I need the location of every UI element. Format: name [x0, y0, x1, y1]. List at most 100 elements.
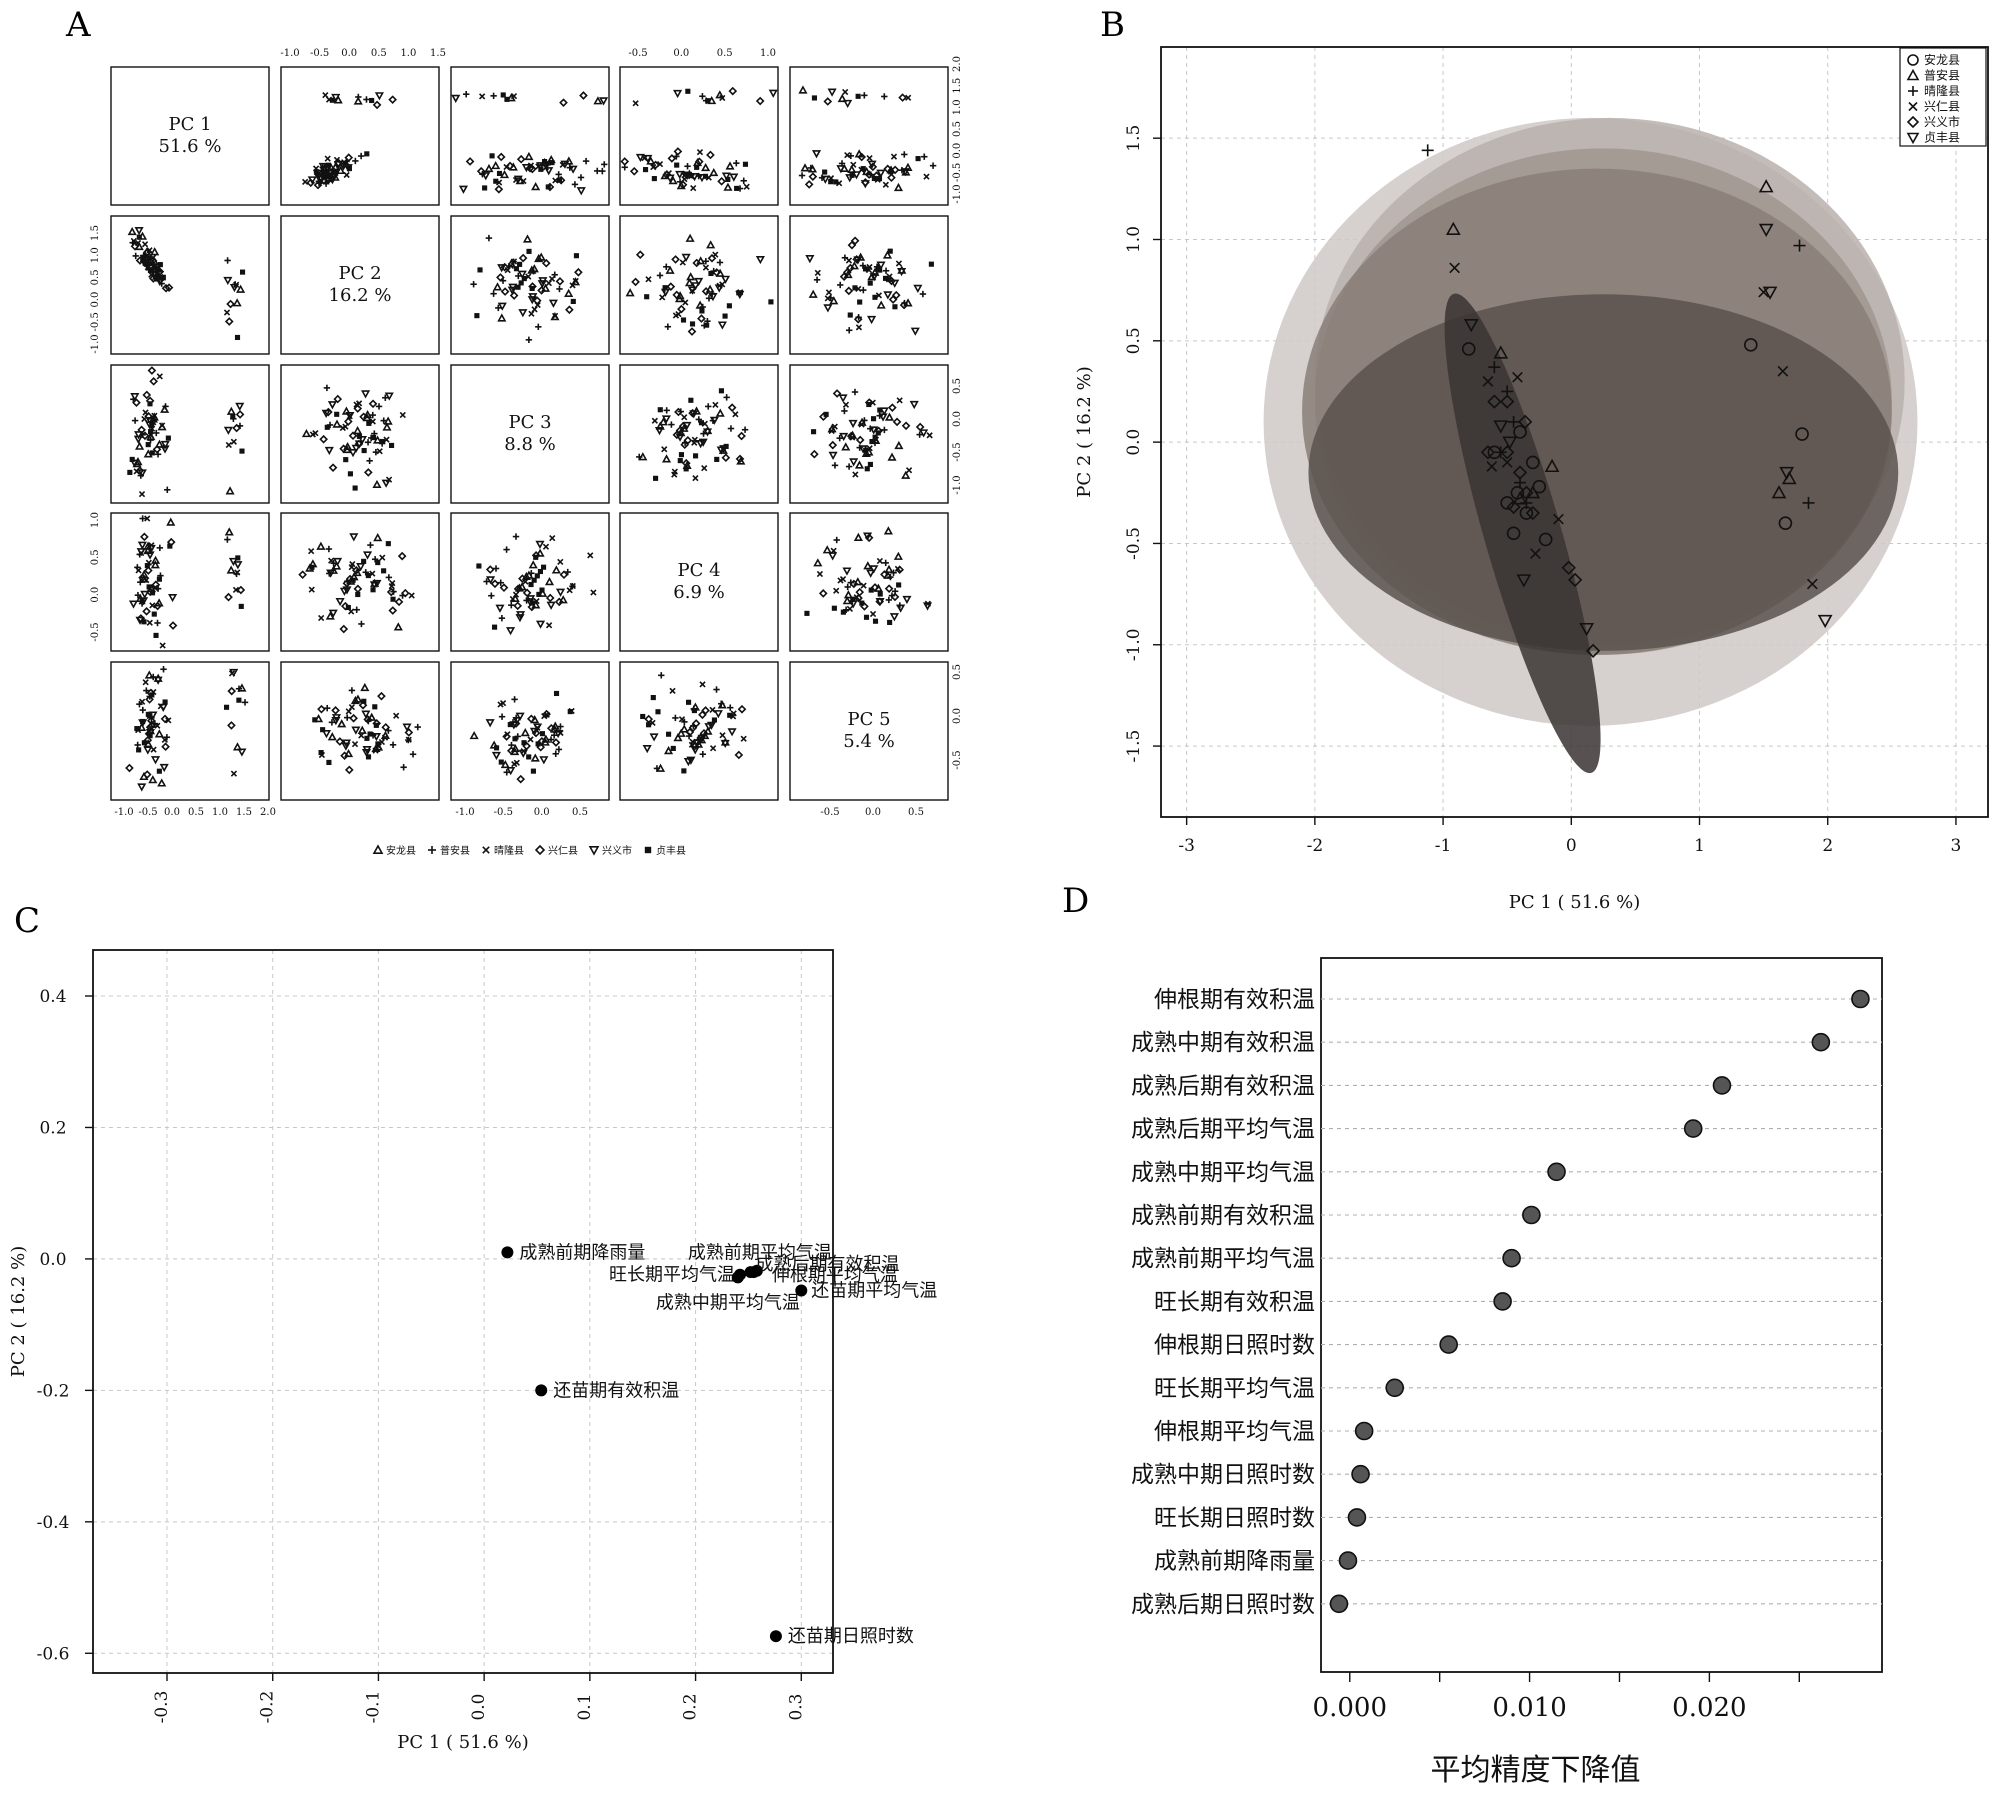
- pairs-point: [883, 526, 893, 535]
- pairs-point: [887, 173, 896, 183]
- tick-label: 0.5: [952, 121, 963, 137]
- pairs-point: [361, 748, 372, 758]
- category-label: 成熟中期日照时数: [1131, 1462, 1315, 1488]
- pairs-point: [702, 173, 709, 179]
- pairs-point: [655, 421, 665, 430]
- pairs-point: [570, 298, 576, 305]
- pairs-point: [513, 584, 523, 594]
- importance-dot: [1385, 1378, 1405, 1398]
- pairs-point: [858, 445, 868, 454]
- pairs-point: [559, 98, 568, 107]
- pairs-point: [888, 169, 894, 175]
- loading-label: 成熟后期有效积温: [756, 1254, 900, 1275]
- pairs-point: [232, 423, 241, 433]
- pairs-points: [636, 388, 749, 482]
- pairs-cell-r2-c5: [789, 215, 949, 355]
- pairs-point: [136, 234, 142, 240]
- legend-label: 兴仁县: [1924, 100, 1960, 114]
- pairs-point: [224, 257, 231, 264]
- pairs-point: [230, 438, 237, 445]
- pairs-point: [884, 584, 894, 593]
- tick-label: 0.0: [90, 587, 101, 603]
- pairs-point: [136, 614, 146, 623]
- pairs-point: [529, 727, 539, 736]
- pairs-point: [673, 147, 683, 156]
- pairs-point: [161, 283, 171, 293]
- pairs-point: [137, 425, 146, 435]
- pairs-points: [625, 233, 774, 336]
- diag-pc-name: PC 4: [677, 560, 720, 581]
- score-point-diamond: [1518, 414, 1533, 429]
- pairs-point: [326, 421, 334, 429]
- pairs-point: [497, 302, 507, 311]
- pairs-point: [530, 768, 536, 774]
- top-ticks-col2: -1.0 -0.5 0.0 0.5 1.0 1.5: [280, 48, 446, 59]
- pairs-point: [674, 162, 680, 168]
- pairs-point: [565, 305, 574, 315]
- pairs-point: [137, 549, 145, 557]
- pairs-point: [732, 411, 739, 418]
- pairs-point: [318, 750, 324, 756]
- pairs-point: [854, 593, 863, 603]
- pairs-point: [515, 272, 522, 280]
- pairs-point: [675, 170, 685, 180]
- category-label: 成熟后期日照时数: [1131, 1592, 1315, 1618]
- score-point-circle: [1538, 532, 1553, 547]
- diag-pc-pct: 6.9 %: [673, 582, 724, 603]
- pairs-point: [867, 171, 875, 178]
- x-tick-label: -1: [1435, 836, 1452, 856]
- score-point-circle: [1526, 455, 1540, 470]
- pairs-point: [543, 711, 550, 718]
- pairs-point: [868, 162, 878, 172]
- pairs-point: [149, 602, 156, 609]
- panel-letter-a: A: [65, 5, 91, 45]
- tick-label: 0.5: [188, 807, 204, 818]
- importance-dot: [1851, 989, 1870, 1009]
- pairs-point: [229, 283, 240, 293]
- pairs-point: [635, 250, 645, 260]
- pairs-point: [729, 713, 737, 720]
- y-tick-label: 1.0: [1124, 226, 1144, 253]
- pairs-point: [705, 174, 712, 181]
- loading-point: [535, 1384, 548, 1397]
- pairs-point: [363, 715, 373, 724]
- pairs-point: [568, 165, 578, 174]
- pairs-point: [869, 565, 879, 574]
- score-point-diamond: [1585, 643, 1601, 658]
- pairs-point: [508, 741, 515, 749]
- pairs-point: [142, 770, 152, 779]
- pairs-point: [149, 267, 155, 274]
- pairs-point: [130, 396, 137, 403]
- pairs-point: [328, 719, 336, 726]
- pairs-point: [165, 717, 172, 724]
- pairs-point: [366, 457, 373, 465]
- pairs-point: [871, 175, 877, 181]
- category-label: 成熟中期有效积温: [1131, 1030, 1315, 1056]
- pairs-point: [500, 262, 510, 272]
- score-point-diamond: [1480, 445, 1496, 460]
- pairs-point: [521, 740, 527, 746]
- pairs-point: [842, 596, 852, 605]
- pairs-point: [143, 735, 153, 745]
- pairs-point: [312, 717, 318, 723]
- tick-label: 0.0: [952, 708, 963, 724]
- pairs-point: [690, 705, 697, 713]
- pairs-point: [394, 597, 404, 607]
- score-points: [1421, 144, 1833, 658]
- pairs-point: [361, 698, 367, 704]
- pairs-point: [479, 93, 486, 100]
- pairs-point: [892, 304, 898, 310]
- pairs-point: [694, 157, 704, 167]
- pairs-point: [324, 424, 330, 430]
- pairs-point: [510, 92, 518, 100]
- x-tick-label: -0.2: [258, 1691, 278, 1724]
- pairs-point: [866, 401, 872, 408]
- pairs-point: [556, 177, 563, 183]
- tick-label: 1.0: [760, 48, 776, 59]
- pairs-point: [161, 742, 170, 752]
- pairs-point: [824, 295, 831, 302]
- pairs-point: [328, 609, 338, 618]
- category-label: 成熟后期平均气温: [1131, 1117, 1315, 1143]
- pairs-point: [167, 543, 173, 549]
- pairs-point: [868, 587, 874, 593]
